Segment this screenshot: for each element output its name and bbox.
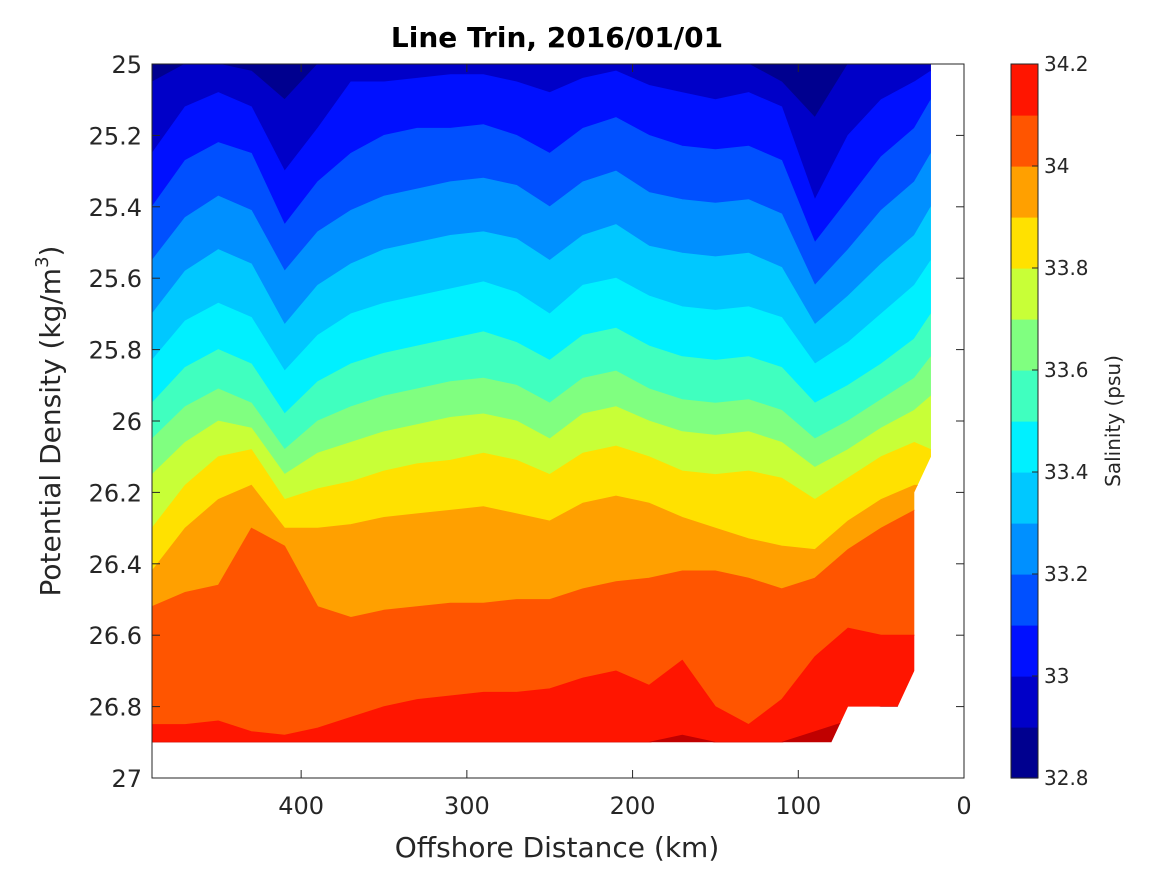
x-tick-label: 100 [775,792,821,820]
colorbar-swatch [1011,64,1038,116]
y-tick-label: 26.6 [89,622,142,650]
y-axis: 25 25.2 25.4 25.6 25.8 26 26.2 26.4 26.6 26.8 27 [89,51,964,793]
x-axis: 400 300 200 100 0 [278,64,972,820]
y-tick-label: 26.8 [89,694,142,722]
colorbar-swatch [1011,727,1038,779]
y-axis-label-suffix: ) [34,246,67,257]
colorbar-tick-label: 32.8 [1044,766,1089,790]
colorbar-tick-label: 33.4 [1044,460,1089,484]
y-tick-label: 25.8 [89,337,142,365]
colorbar-ticks: 32.8 33 33.2 33.4 33.6 33.8 34 34.2 [1032,52,1089,790]
colorbar-swatch [1011,574,1038,626]
colorbar-swatch [1011,268,1038,320]
colorbar-swatch [1011,217,1038,269]
y-axis-label: Potential Density (kg/m3) [32,246,67,597]
x-tick-label: 200 [610,792,656,820]
y-tick-label: 27 [111,765,142,793]
x-tick-label: 0 [956,792,971,820]
salinity-band-14 [152,706,931,743]
colorbar-swatch [1011,625,1038,677]
colorbar-frame [1010,63,1039,779]
y-tick-label: 26.4 [89,551,142,579]
colorbar-swatch [1011,472,1038,524]
contour-layer [152,64,931,743]
colorbar-tick-label: 33.8 [1044,256,1089,280]
y-tick-label: 25 [111,51,142,79]
colorbar [1010,63,1039,779]
colorbar-tick-label: 33.2 [1044,562,1089,586]
y-axis-label-superscript: 3 [32,256,53,267]
colorbar-swatch [1011,523,1038,575]
colorbar-swatch [1011,166,1038,218]
colorbar-swatch [1011,676,1038,728]
colorbar-swatch [1011,421,1038,473]
x-tick-label: 300 [444,792,490,820]
colorbar-tick-label: 34 [1044,154,1069,178]
colorbar-tick-label: 34.2 [1044,52,1089,76]
x-axis-label: Offshore Distance (km) [395,831,720,864]
y-tick-label: 26 [111,408,142,436]
salinity-band-13 [152,627,931,743]
colorbar-swatch [1011,370,1038,422]
colorbar-label: Salinity (psu) [1101,355,1125,487]
colorbar-swatch [1011,319,1038,371]
y-tick-label: 25.2 [89,122,142,150]
y-axis-label-text: Potential Density (kg/m [34,268,67,597]
colorbar-swatch [1011,115,1038,167]
chart-title: Line Trin, 2016/01/01 [391,21,723,54]
colorbar-tick-label: 33 [1044,664,1069,688]
y-tick-label: 25.4 [89,194,142,222]
y-tick-label: 25.6 [89,265,142,293]
colorbar-tick-label: 33.6 [1044,358,1089,382]
y-tick-label: 26.2 [89,479,142,507]
x-tick-label: 400 [278,792,324,820]
